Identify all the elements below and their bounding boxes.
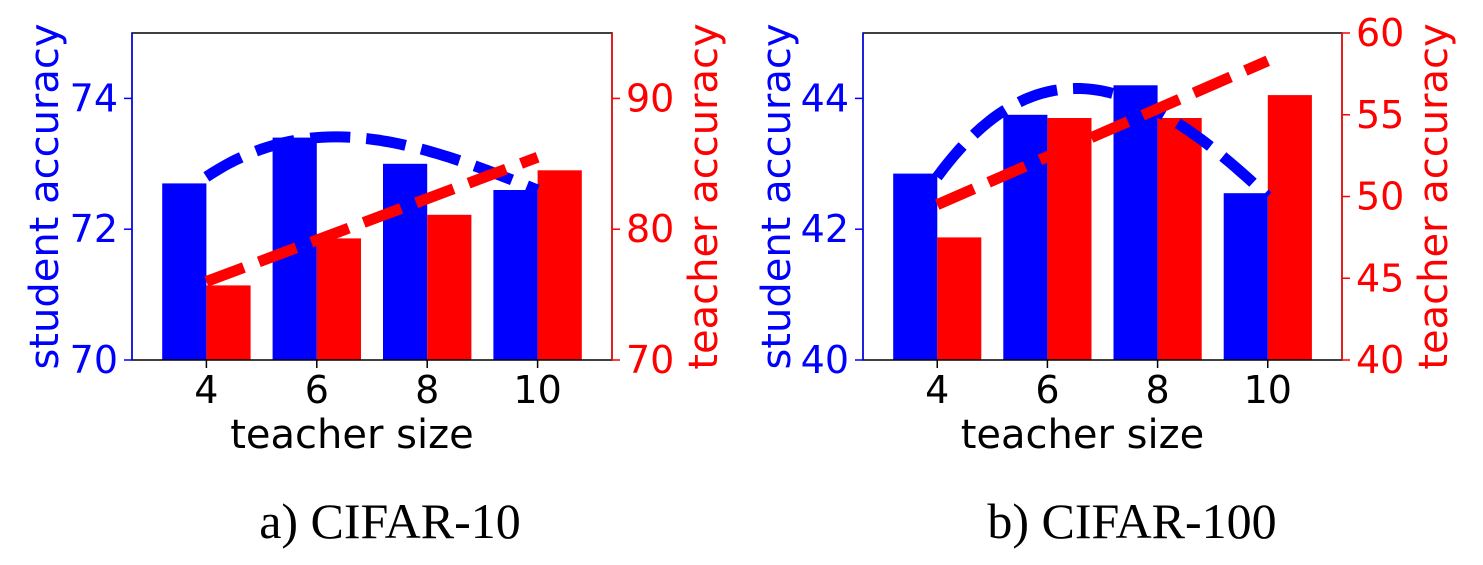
panel-cifar10: 4 6 8 10 70 72 74 70 80 90 teacher size student acc… — [22, 23, 727, 549]
right-tick-label: 90 — [626, 76, 674, 120]
panel-cifar100: 4 6 8 10 40 42 44 40 45 50 55 60 teacher size student… — [754, 11, 1457, 549]
x-tick-label: 4 — [194, 368, 218, 412]
right-tick-label: 70 — [626, 338, 674, 382]
right-tick-label: 45 — [1356, 256, 1404, 300]
x-tick-label: 8 — [415, 368, 439, 412]
teacher-bar-8 — [1157, 118, 1202, 360]
student-trend-line — [203, 131, 540, 196]
teacher-trend-line — [204, 152, 540, 287]
left-tick-label: 40 — [801, 338, 849, 382]
right-tick-label: 55 — [1356, 93, 1404, 137]
left-tick-label: 44 — [801, 76, 849, 120]
teacher-bar-6 — [316, 238, 361, 360]
right-axis-label: teacher accuracy — [681, 23, 727, 369]
teacher-bar-8 — [427, 214, 472, 360]
right-tick-label: 60 — [1356, 11, 1404, 55]
left-axis-label: student accuracy — [754, 23, 800, 369]
left-tick-label: 70 — [70, 338, 118, 382]
x-tick-label: 4 — [925, 368, 949, 412]
teacher-bar-10 — [1267, 95, 1312, 360]
left-tick-label: 74 — [70, 76, 118, 120]
teacher-bar-4 — [206, 285, 251, 360]
student-bar-8 — [1113, 85, 1158, 361]
x-axis-label: teacher size — [230, 412, 473, 458]
right-tick-label: 80 — [626, 207, 674, 251]
right-tick-label: 40 — [1356, 338, 1404, 382]
teacher-bar-10 — [537, 170, 582, 360]
student-bar-6 — [1003, 114, 1048, 361]
left-axis-label: student accuracy — [22, 23, 68, 369]
teacher-trend-line — [935, 55, 1270, 210]
student-bar-10 — [493, 190, 538, 360]
x-tick-label: 10 — [513, 368, 561, 412]
teacher-bar-4 — [937, 237, 982, 360]
right-axis-label: teacher accuracy — [1411, 23, 1457, 369]
x-axis-label: teacher size — [961, 412, 1204, 458]
student-trend-line — [932, 83, 1272, 201]
student-bar-8 — [383, 163, 428, 360]
student-bar-4 — [893, 173, 938, 360]
student-bar-10 — [1223, 193, 1268, 360]
x-tick-label: 8 — [1145, 368, 1169, 412]
panel-caption: b) CIFAR-100 — [987, 493, 1276, 549]
left-tick-label: 42 — [801, 207, 849, 251]
student-bar-4 — [162, 183, 207, 360]
right-tick-label: 50 — [1356, 175, 1404, 219]
left-tick-label: 72 — [70, 207, 118, 251]
panel-caption: a) CIFAR-10 — [259, 493, 521, 549]
x-tick-label: 6 — [305, 368, 329, 412]
x-tick-label: 6 — [1035, 368, 1059, 412]
x-tick-label: 10 — [1244, 368, 1292, 412]
